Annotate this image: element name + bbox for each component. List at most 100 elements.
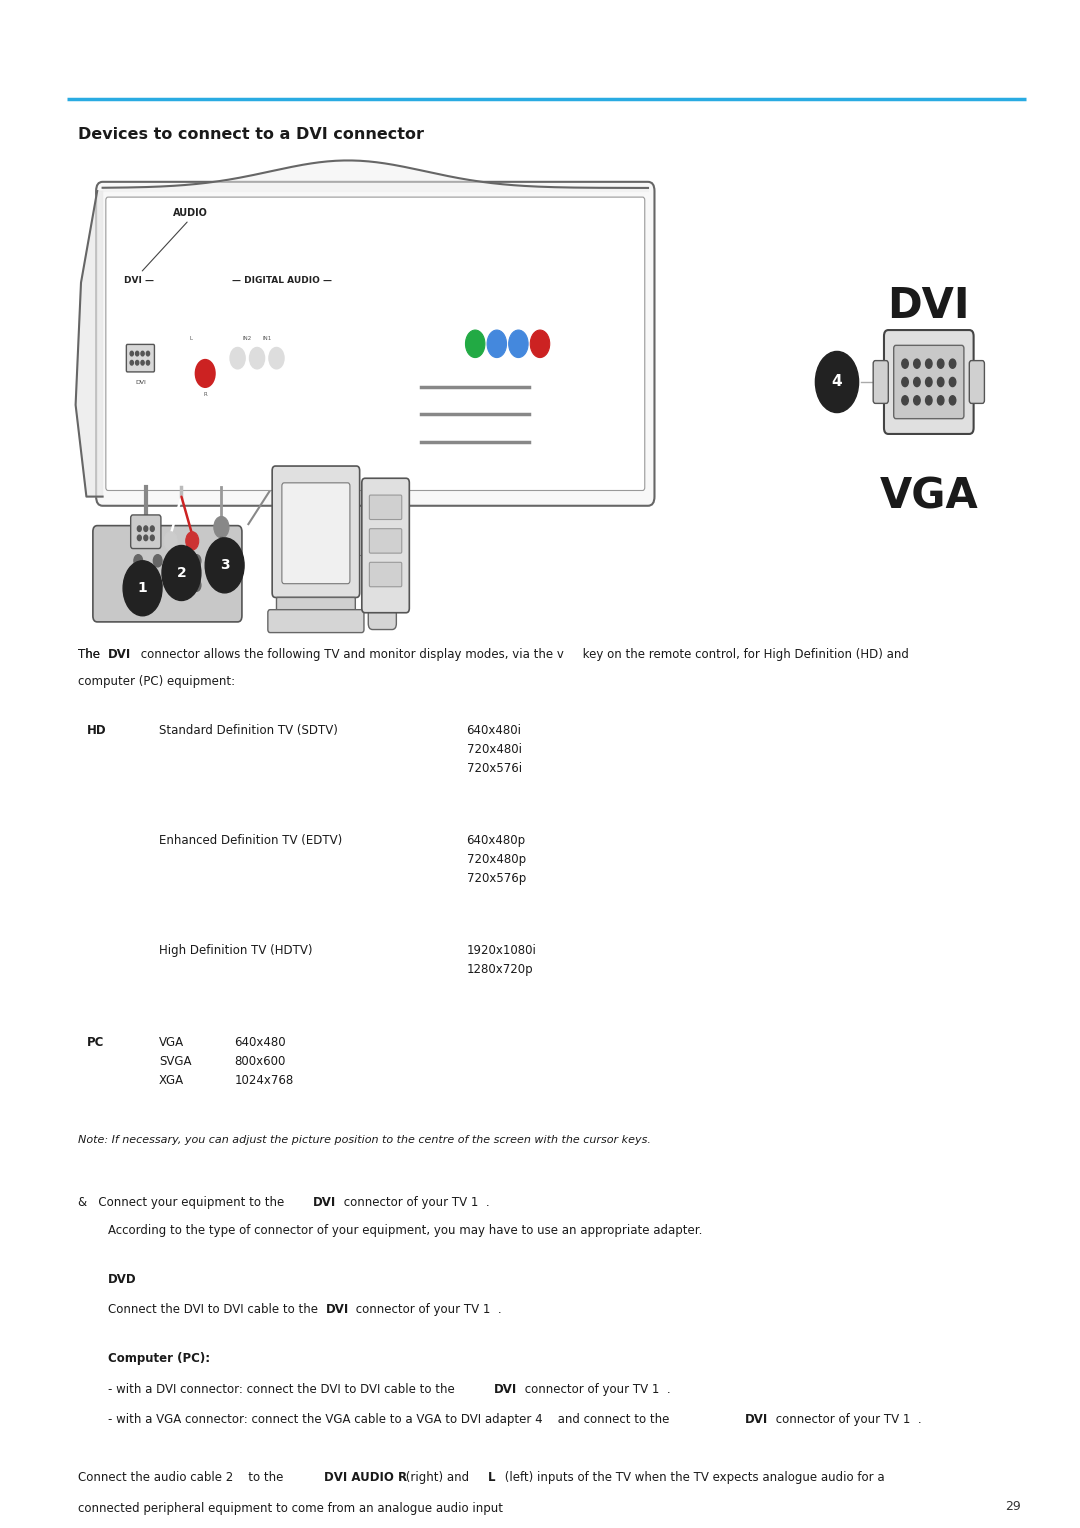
Text: Connect the audio cable 2    to the: Connect the audio cable 2 to the: [78, 1471, 287, 1485]
FancyBboxPatch shape: [369, 495, 402, 520]
Text: connector of your TV 1  .: connector of your TV 1 .: [352, 1303, 502, 1317]
Text: connector of your TV 1  .: connector of your TV 1 .: [340, 1196, 490, 1210]
Circle shape: [137, 535, 141, 541]
Circle shape: [902, 396, 908, 405]
Text: connector of your TV 1  .: connector of your TV 1 .: [772, 1413, 922, 1427]
Text: DVI: DVI: [135, 379, 146, 385]
FancyBboxPatch shape: [96, 182, 654, 506]
FancyBboxPatch shape: [362, 478, 409, 613]
Text: HD: HD: [86, 724, 106, 738]
Text: DVI: DVI: [745, 1413, 769, 1427]
FancyBboxPatch shape: [282, 483, 350, 584]
Circle shape: [949, 359, 956, 368]
Text: L: L: [488, 1471, 496, 1485]
Text: The: The: [78, 648, 104, 662]
FancyBboxPatch shape: [369, 529, 402, 553]
Circle shape: [530, 330, 550, 358]
Circle shape: [249, 347, 265, 368]
FancyBboxPatch shape: [126, 344, 154, 371]
Text: R: R: [203, 393, 207, 397]
Text: 3: 3: [220, 558, 229, 573]
Text: The: The: [78, 648, 104, 662]
Circle shape: [173, 579, 181, 591]
Text: 640x480p
720x480p
720x576p: 640x480p 720x480p 720x576p: [467, 834, 526, 885]
Circle shape: [136, 351, 138, 356]
Circle shape: [937, 359, 944, 368]
Circle shape: [164, 532, 177, 550]
Text: 29: 29: [1004, 1499, 1021, 1513]
Circle shape: [140, 351, 145, 356]
Circle shape: [123, 561, 162, 616]
Circle shape: [214, 516, 229, 538]
Text: Computer (PC):: Computer (PC):: [108, 1352, 211, 1366]
Text: AUDIO: AUDIO: [173, 208, 207, 219]
Circle shape: [509, 330, 528, 358]
Text: DVI: DVI: [313, 1196, 337, 1210]
Circle shape: [552, 330, 571, 358]
Circle shape: [914, 396, 920, 405]
FancyBboxPatch shape: [106, 197, 645, 490]
Text: DVI: DVI: [888, 284, 970, 327]
Circle shape: [130, 361, 134, 365]
Circle shape: [173, 555, 181, 567]
Text: IN1: IN1: [262, 336, 271, 341]
Circle shape: [137, 526, 141, 532]
Text: Connect the DVI to DVI cable to the: Connect the DVI to DVI cable to the: [108, 1303, 322, 1317]
Circle shape: [144, 526, 148, 532]
Circle shape: [926, 377, 932, 387]
Text: PC: PC: [86, 1036, 104, 1050]
Text: 640x480
800x600
1024x768: 640x480 800x600 1024x768: [234, 1036, 294, 1086]
Circle shape: [926, 396, 932, 405]
Circle shape: [949, 396, 956, 405]
Circle shape: [902, 377, 908, 387]
FancyBboxPatch shape: [970, 361, 985, 403]
Circle shape: [147, 351, 149, 356]
Circle shape: [153, 579, 162, 591]
Text: - with a VGA connector: connect the VGA cable to a VGA to DVI adapter 4    and c: - with a VGA connector: connect the VGA …: [108, 1413, 673, 1427]
Text: connected peripheral equipment to come from an analogue audio input: connected peripheral equipment to come f…: [78, 1502, 503, 1516]
Circle shape: [136, 361, 138, 365]
Circle shape: [205, 538, 244, 593]
Circle shape: [949, 377, 956, 387]
Circle shape: [487, 330, 507, 358]
Text: Standard Definition TV (SDTV): Standard Definition TV (SDTV): [159, 724, 338, 738]
Text: computer (PC) equipment:: computer (PC) equipment:: [78, 675, 234, 689]
Circle shape: [195, 359, 215, 387]
FancyBboxPatch shape: [93, 526, 242, 622]
Circle shape: [269, 347, 284, 368]
Text: 1: 1: [137, 581, 148, 596]
Text: Note: If necessary, you can adjust the picture position to the centre of the scr: Note: If necessary, you can adjust the p…: [78, 1135, 650, 1146]
Text: DVI: DVI: [108, 648, 132, 662]
Circle shape: [150, 526, 154, 532]
FancyBboxPatch shape: [883, 330, 974, 434]
Text: According to the type of connector of your equipment, you may have to use an app: According to the type of connector of yo…: [108, 1224, 702, 1238]
Text: DVI AUDIO R: DVI AUDIO R: [324, 1471, 407, 1485]
Circle shape: [902, 359, 908, 368]
Circle shape: [914, 377, 920, 387]
Text: Enhanced Definition TV (EDTV): Enhanced Definition TV (EDTV): [159, 834, 342, 848]
FancyBboxPatch shape: [894, 345, 964, 419]
Text: DVI: DVI: [494, 1383, 517, 1397]
Circle shape: [147, 361, 149, 365]
FancyBboxPatch shape: [272, 466, 360, 597]
Circle shape: [144, 535, 148, 541]
Circle shape: [170, 345, 187, 370]
Text: L: L: [190, 336, 192, 341]
Circle shape: [150, 535, 154, 541]
Circle shape: [140, 361, 145, 365]
Text: 2: 2: [176, 565, 187, 581]
Circle shape: [815, 351, 859, 413]
Text: IN2: IN2: [243, 336, 252, 341]
Text: (left) inputs of the TV when the TV expects analogue audio for a: (left) inputs of the TV when the TV expe…: [501, 1471, 885, 1485]
Circle shape: [162, 545, 201, 601]
Text: DVI —: DVI —: [124, 277, 154, 286]
Text: VGA
SVGA
XGA: VGA SVGA XGA: [159, 1036, 191, 1086]
FancyBboxPatch shape: [369, 562, 402, 587]
Circle shape: [230, 347, 245, 368]
Circle shape: [192, 579, 201, 591]
Circle shape: [926, 359, 932, 368]
Text: — DIGITAL AUDIO —: — DIGITAL AUDIO —: [232, 277, 333, 286]
FancyBboxPatch shape: [873, 361, 888, 403]
Circle shape: [134, 555, 143, 567]
FancyBboxPatch shape: [276, 597, 355, 613]
